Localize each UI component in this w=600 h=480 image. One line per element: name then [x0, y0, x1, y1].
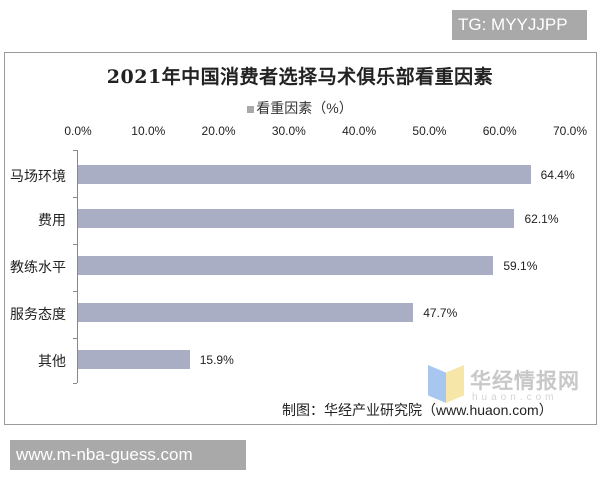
value-label: 59.1% — [503, 259, 538, 273]
x-tick-label: 10.0% — [131, 124, 166, 138]
legend-label: 看重因素（%） — [256, 100, 353, 116]
x-tick-label: 0.0% — [64, 124, 92, 138]
tg-badge: TG: MYYJJPP — [452, 10, 587, 40]
x-tick-label: 50.0% — [412, 124, 447, 138]
bar — [78, 165, 531, 184]
x-tick-label: 20.0% — [201, 124, 236, 138]
huaon-logo-icon — [428, 365, 464, 403]
y-axis-tick — [73, 150, 77, 151]
chart-legend: 看重因素（%） — [0, 98, 600, 118]
legend-swatch-icon — [247, 105, 255, 113]
chart-source: 制图：华经产业研究院（www.huaon.com） — [282, 402, 553, 418]
value-label: 64.4% — [540, 168, 575, 182]
y-axis-line — [77, 150, 78, 383]
bar — [78, 256, 494, 275]
bar — [78, 303, 414, 322]
x-tick-label: 40.0% — [342, 124, 377, 138]
x-tick-label: 70.0% — [552, 124, 588, 138]
watermark-en: huaon.com — [472, 392, 558, 403]
value-label: 47.7% — [423, 306, 458, 320]
watermark-cn: 华经情报网 — [470, 370, 580, 393]
category-label: 服务态度 — [10, 306, 66, 322]
category-label: 教练水平 — [10, 259, 66, 275]
x-tick-label: 30.0% — [271, 124, 306, 138]
bar — [78, 350, 190, 369]
value-label: 15.9% — [199, 353, 234, 367]
bar — [78, 209, 515, 228]
chart-title: 2021年中国消费者选择马术俱乐部看重因素 — [106, 66, 494, 88]
category-label: 其他 — [38, 353, 66, 369]
value-label: 62.1% — [524, 212, 559, 226]
y-axis-tick — [73, 244, 77, 245]
x-tick-label: 60.0% — [482, 124, 517, 138]
url-badge: www.m-nba-guess.com — [10, 440, 246, 470]
y-axis-tick — [73, 197, 77, 198]
category-label: 马场环境 — [10, 168, 66, 184]
y-axis-tick — [73, 338, 77, 339]
category-label: 费用 — [38, 212, 66, 228]
y-axis-tick — [73, 383, 77, 384]
y-axis-tick — [73, 291, 77, 292]
